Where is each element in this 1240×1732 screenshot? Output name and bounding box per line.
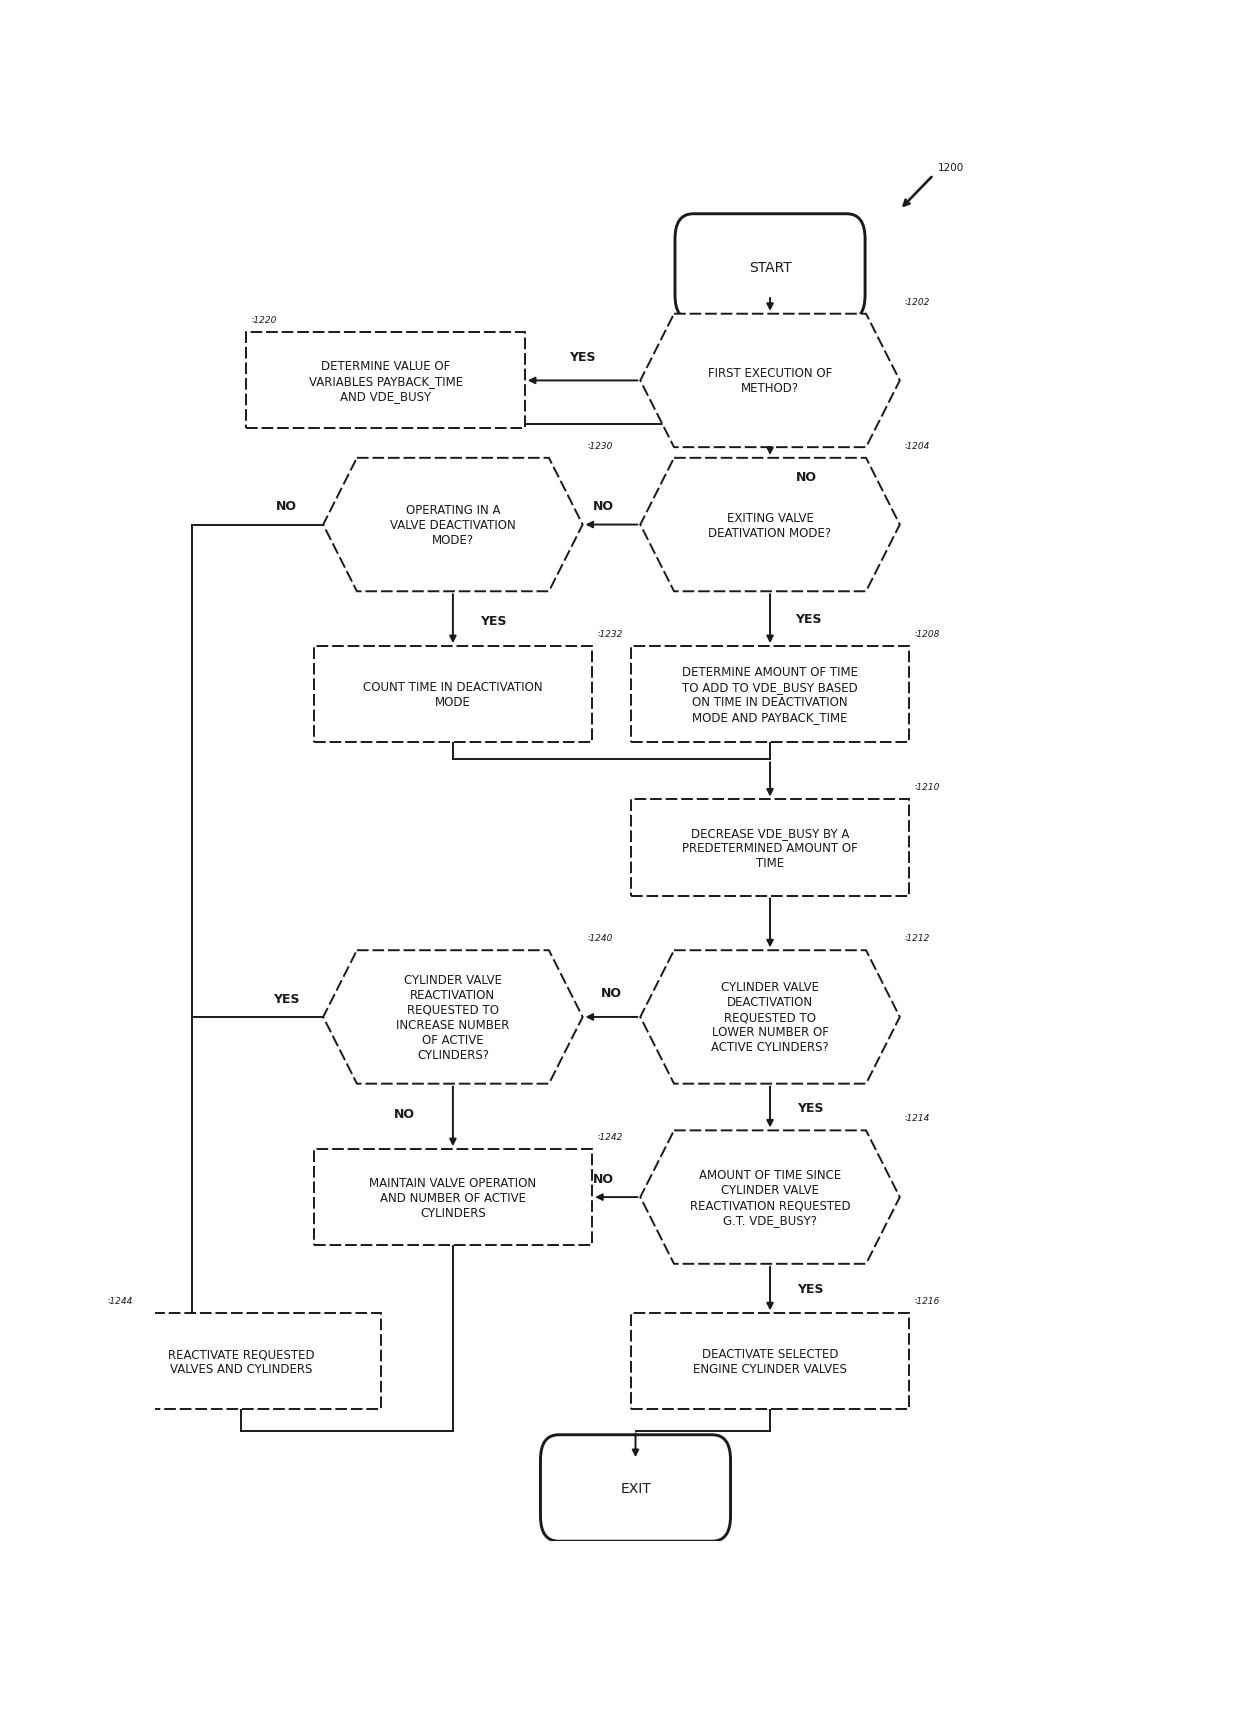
Text: DEACTIVATE SELECTED
ENGINE CYLINDER VALVES: DEACTIVATE SELECTED ENGINE CYLINDER VALV…	[693, 1347, 847, 1375]
Text: ∶1210: ∶1210	[914, 783, 940, 792]
Text: REACTIVATE REQUESTED
VALVES AND CYLINDERS: REACTIVATE REQUESTED VALVES AND CYLINDER…	[169, 1347, 315, 1375]
Text: NO: NO	[593, 1173, 614, 1185]
Text: ∶1216: ∶1216	[914, 1297, 940, 1306]
Text: DECREASE VDE_BUSY BY A
PREDETERMINED AMOUNT OF
TIME: DECREASE VDE_BUSY BY A PREDETERMINED AMO…	[682, 826, 858, 869]
Text: ∶1212: ∶1212	[905, 934, 930, 942]
Polygon shape	[640, 1131, 900, 1264]
Text: YES: YES	[273, 992, 300, 1005]
Bar	[631, 646, 909, 743]
Bar	[631, 1313, 909, 1410]
Text: ∶1244: ∶1244	[107, 1297, 133, 1306]
Polygon shape	[640, 951, 900, 1084]
Text: NO: NO	[796, 471, 817, 483]
Text: YES: YES	[569, 350, 596, 364]
Text: DETERMINE AMOUNT OF TIME
TO ADD TO VDE_BUSY BASED
ON TIME IN DEACTIVATION
MODE A: DETERMINE AMOUNT OF TIME TO ADD TO VDE_B…	[682, 665, 858, 724]
Text: YES: YES	[480, 615, 506, 627]
Text: ∶1208: ∶1208	[914, 630, 940, 639]
Text: OPERATING IN A
VALVE DEACTIVATION
MODE?: OPERATING IN A VALVE DEACTIVATION MODE?	[391, 504, 516, 547]
Text: ∶1214: ∶1214	[905, 1114, 930, 1122]
Text: AMOUNT OF TIME SINCE
CYLINDER VALVE
REACTIVATION REQUESTED
G.T. VDE_BUSY?: AMOUNT OF TIME SINCE CYLINDER VALVE REAC…	[689, 1169, 851, 1226]
Text: FIRST EXECUTION OF
METHOD?: FIRST EXECUTION OF METHOD?	[708, 367, 832, 395]
Polygon shape	[640, 459, 900, 592]
Text: MAINTAIN VALVE OPERATION
AND NUMBER OF ACTIVE
CYLINDERS: MAINTAIN VALVE OPERATION AND NUMBER OF A…	[370, 1176, 537, 1219]
Text: NO: NO	[601, 987, 622, 999]
Text: NO: NO	[593, 501, 614, 513]
Bar	[247, 333, 525, 430]
Text: YES: YES	[797, 1282, 823, 1296]
Text: CYLINDER VALVE
DEACTIVATION
REQUESTED TO
LOWER NUMBER OF
ACTIVE CYLINDERS?: CYLINDER VALVE DEACTIVATION REQUESTED TO…	[712, 980, 828, 1053]
Text: EXIT: EXIT	[620, 1481, 651, 1495]
Text: EXITING VALVE
DEATIVATION MODE?: EXITING VALVE DEATIVATION MODE?	[708, 511, 832, 539]
Text: ∶1204: ∶1204	[905, 442, 930, 450]
FancyBboxPatch shape	[541, 1434, 730, 1541]
Text: ∶1230: ∶1230	[588, 442, 613, 450]
Text: START: START	[749, 262, 791, 275]
Text: DETERMINE VALUE OF
VARIABLES PAYBACK_TIME
AND VDE_BUSY: DETERMINE VALUE OF VARIABLES PAYBACK_TIM…	[309, 360, 463, 404]
Text: NO: NO	[394, 1107, 415, 1121]
Text: COUNT TIME IN DEACTIVATION
MODE: COUNT TIME IN DEACTIVATION MODE	[363, 681, 543, 708]
Polygon shape	[640, 315, 900, 449]
Text: YES: YES	[795, 613, 822, 625]
Bar	[631, 800, 909, 895]
Text: ∶1220: ∶1220	[250, 317, 277, 326]
Bar	[314, 646, 593, 743]
Text: CYLINDER VALVE
REACTIVATION
REQUESTED TO
INCREASE NUMBER
OF ACTIVE
CYLINDERS?: CYLINDER VALVE REACTIVATION REQUESTED TO…	[397, 973, 510, 1062]
Polygon shape	[324, 459, 583, 592]
Text: ∶1240: ∶1240	[588, 934, 613, 942]
Text: ∶1202: ∶1202	[905, 298, 930, 307]
FancyBboxPatch shape	[675, 215, 866, 320]
Bar	[314, 1150, 593, 1245]
Text: 1200: 1200	[939, 163, 965, 173]
Text: ∶1232: ∶1232	[596, 630, 622, 639]
Text: YES: YES	[797, 1102, 823, 1114]
Text: NO: NO	[277, 501, 298, 513]
Bar	[102, 1313, 381, 1410]
Text: ∶1242: ∶1242	[596, 1133, 622, 1141]
Polygon shape	[324, 951, 583, 1084]
